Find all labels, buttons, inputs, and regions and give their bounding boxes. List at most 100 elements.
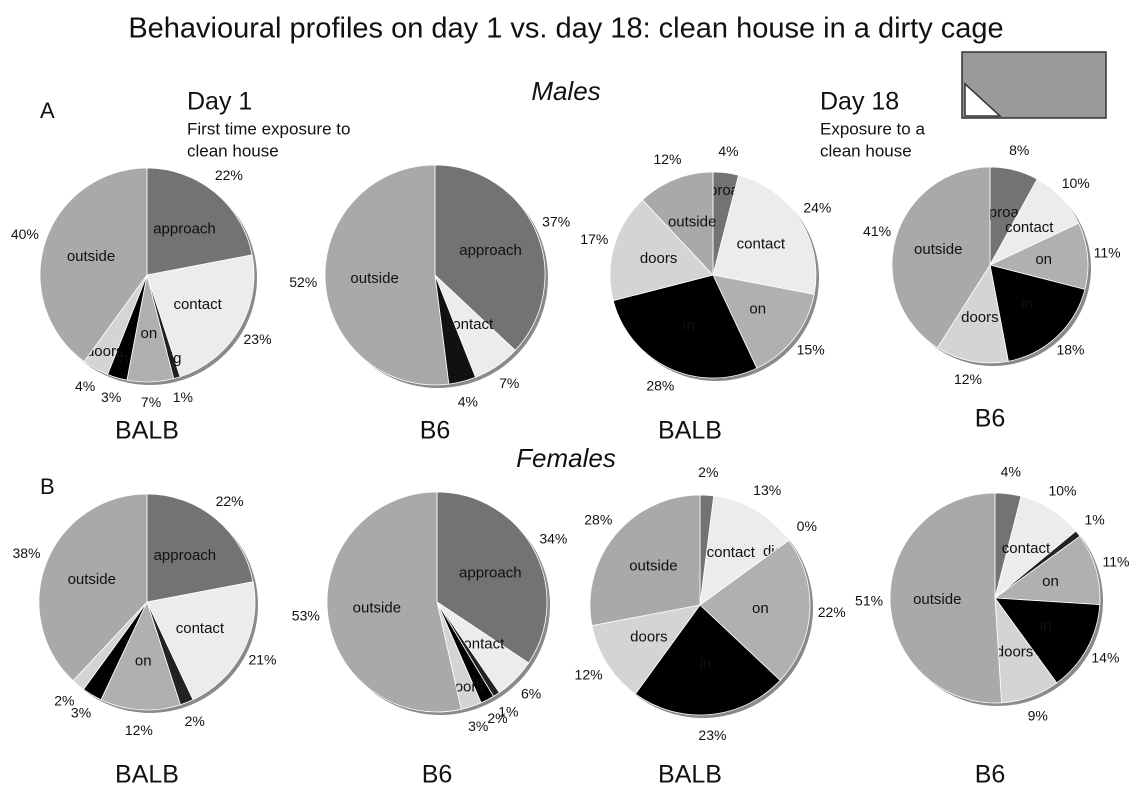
pie-slice xyxy=(612,274,758,379)
value-label: 52% xyxy=(289,274,317,290)
value-label: 0% xyxy=(797,518,817,534)
slice-label: contact xyxy=(445,316,494,333)
value-label: 4% xyxy=(1001,464,1021,480)
slice-label: doors xyxy=(630,628,668,645)
slice-label: outside xyxy=(67,248,115,265)
slice-label: in xyxy=(472,673,484,690)
value-label: 15% xyxy=(797,341,825,357)
pie-slice xyxy=(989,264,1086,362)
title: Behavioural profiles on day 1 vs. day 18… xyxy=(128,13,1003,45)
value-label: 9% xyxy=(1028,707,1048,723)
value-label: 11% xyxy=(1103,554,1130,570)
pie-slice xyxy=(641,171,714,277)
strain-label: B6 xyxy=(975,405,1006,433)
value-label: 1% xyxy=(1084,511,1104,527)
value-label: 2% xyxy=(185,713,205,729)
value-label: 12% xyxy=(125,722,153,738)
pie-slice xyxy=(38,493,148,682)
slice-label: doors xyxy=(961,309,999,326)
value-label: 2% xyxy=(698,464,718,480)
slice-label: outside xyxy=(914,241,962,258)
value-label: 13% xyxy=(753,482,781,498)
day-subtitle: clean house xyxy=(820,141,912,160)
pie-slice xyxy=(609,199,714,302)
pie-slice xyxy=(434,164,546,351)
pie-slice xyxy=(146,493,254,603)
value-label: 22% xyxy=(215,167,243,183)
pie-slice xyxy=(993,535,1101,606)
value-label: 22% xyxy=(216,493,244,509)
pie-slice xyxy=(634,604,781,716)
pie-slice xyxy=(146,581,256,701)
pie-slice xyxy=(326,491,462,713)
value-label: 51% xyxy=(855,593,883,609)
slice-label: outside xyxy=(68,571,116,588)
strain-label: B6 xyxy=(975,761,1006,786)
slice-label: doors xyxy=(640,250,678,267)
value-label: 10% xyxy=(1062,175,1090,191)
slice-label: dig xyxy=(447,353,467,370)
value-label: 12% xyxy=(653,151,681,167)
slice-label: in xyxy=(683,317,695,334)
value-label: 1% xyxy=(173,389,193,405)
strain-label: BALB xyxy=(658,761,722,786)
slice-label: contact xyxy=(737,236,786,253)
slice-label: contact xyxy=(176,620,225,637)
value-label: 21% xyxy=(248,652,276,668)
slice-label: on xyxy=(1035,251,1052,268)
strain-label: B6 xyxy=(420,417,451,445)
cage-icon xyxy=(961,51,1107,119)
slice-label: contact xyxy=(173,296,222,313)
slice-label: approach xyxy=(459,242,522,259)
pie-slice xyxy=(699,539,811,681)
value-label: 7% xyxy=(499,375,519,391)
slice-label: outside xyxy=(353,600,401,617)
day-subtitle: clean house xyxy=(187,141,279,160)
slice-label: approach xyxy=(459,564,522,581)
value-label: 3% xyxy=(101,389,121,405)
slice-label: outside xyxy=(913,591,961,608)
slice-label: in xyxy=(1021,295,1033,312)
slice-label: contact xyxy=(1002,540,1051,557)
slice-label: outside xyxy=(668,213,716,230)
value-label: 12% xyxy=(954,371,982,387)
pie-slice xyxy=(589,494,701,627)
value-label: 4% xyxy=(75,378,95,394)
pie-slice xyxy=(39,167,148,363)
value-label: 10% xyxy=(1048,482,1076,498)
slice-label: approach xyxy=(154,547,217,564)
value-label: 11% xyxy=(1094,245,1121,261)
panel-letter: B xyxy=(40,474,55,499)
day-title: Day 1 xyxy=(187,88,252,116)
value-label: 2% xyxy=(487,710,507,726)
slice-label: in xyxy=(700,656,712,673)
value-label: 7% xyxy=(141,394,161,410)
slice-label: on xyxy=(749,301,766,318)
slice-label: outside xyxy=(350,270,398,287)
value-label: 37% xyxy=(542,213,570,229)
slice-label: on xyxy=(752,600,769,617)
value-label: 17% xyxy=(580,231,608,247)
value-label: 3% xyxy=(71,704,91,720)
value-label: 8% xyxy=(1009,142,1029,158)
strain-label: BALB xyxy=(658,417,722,445)
value-label: 4% xyxy=(718,143,738,159)
value-label: 2% xyxy=(54,693,74,709)
pie-slice xyxy=(591,604,701,695)
value-label: 34% xyxy=(539,530,567,546)
pie-slice xyxy=(712,274,815,369)
slice-label: on xyxy=(135,652,152,669)
strain-label: B6 xyxy=(422,761,453,786)
day-subtitle: Exposure to a xyxy=(820,119,925,138)
value-label: 3% xyxy=(468,718,488,734)
day-title: Day 18 xyxy=(820,88,899,116)
slice-label: on xyxy=(141,325,158,342)
row-heading: Males xyxy=(531,76,600,106)
pie-slice xyxy=(100,600,181,711)
strain-label: BALB xyxy=(115,761,179,786)
value-label: 40% xyxy=(11,226,39,242)
panel-letter: A xyxy=(40,98,55,123)
slice-label: doors xyxy=(996,643,1034,660)
value-label: 18% xyxy=(1056,341,1084,357)
